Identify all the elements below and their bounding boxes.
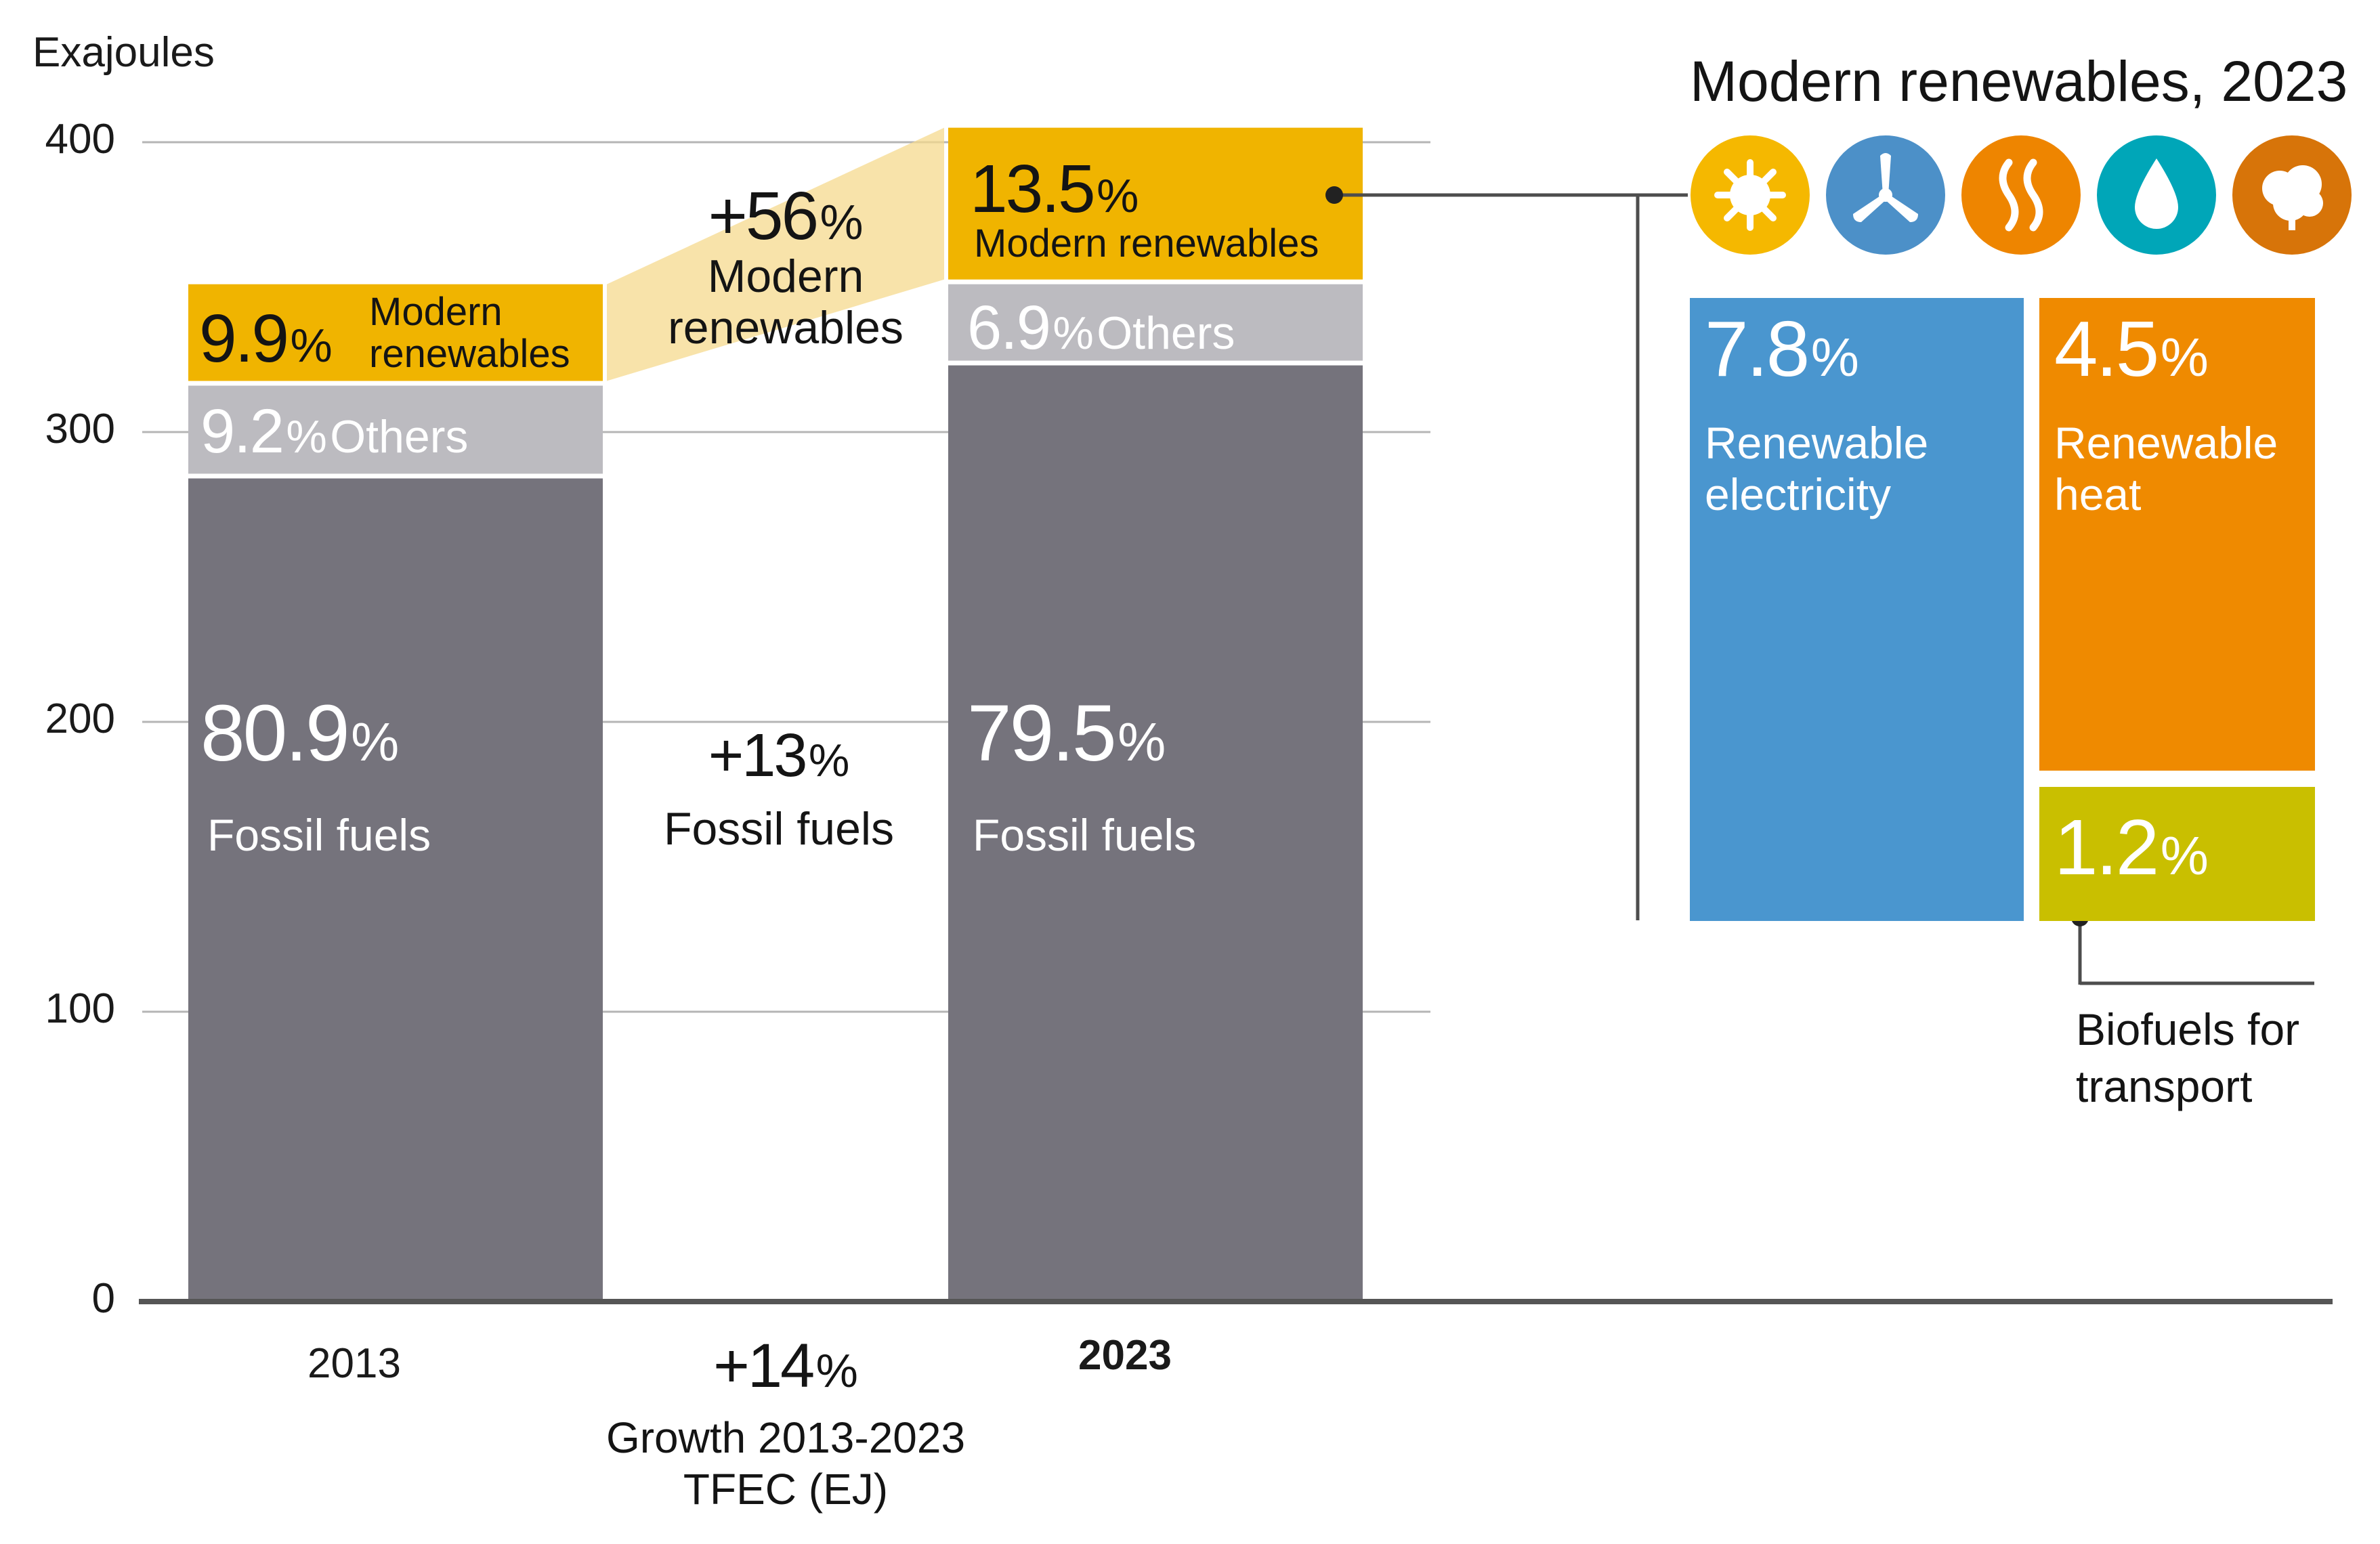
y-tick-200: 200: [45, 695, 115, 742]
growth-renewables-label: Modern renewables: [668, 251, 904, 353]
label-2013-others: 9.2 % Others: [200, 397, 469, 466]
growth-fossil-label: Fossil fuels: [663, 803, 895, 855]
tile-electricity-label: Renewable electricity: [1705, 418, 1929, 519]
growth-total-label: Growth 2013-2023 TFEC (EJ): [605, 1413, 966, 1514]
wind-turbine-icon: [1826, 135, 1945, 255]
renewables-growth-connector: [607, 127, 944, 381]
bar-2013-fossil-fuels: [188, 478, 603, 1302]
bars: [188, 127, 1363, 1302]
bar-2023-fossil-fuels: [948, 365, 1363, 1302]
label-2013-fossil-share: 80.9 %: [200, 689, 400, 778]
tile-renewable-heat: 4.5 % Renewable heat: [2039, 298, 2315, 771]
bar-2023-modern-renewables: [948, 127, 1363, 280]
y-tick-0: 0: [91, 1275, 115, 1322]
y-axis-title: Exajoules: [33, 29, 215, 76]
label-2023-others: 6.9 % Others: [967, 293, 1235, 362]
breakdown-title: Modern renewables, 2023: [1690, 49, 2348, 113]
label-2013-renewables: Modern renewables: [369, 290, 570, 376]
growth-total-value: +14 %: [713, 1331, 858, 1400]
label-2023-fossil-share: 79.5 %: [967, 689, 1166, 778]
bar-2023-others: [948, 284, 1363, 361]
label-2023-renewables: Modern renewables: [974, 221, 1319, 265]
biofuels-label: Biofuels for transport: [2076, 1004, 2300, 1111]
x-tick-2023: 2023: [1078, 1332, 1172, 1379]
bar-2013-modern-renewables: [188, 284, 603, 381]
label-2013-renewables-share: 9.9 %: [199, 301, 333, 377]
label-2023-renewables-share: 13.5 %: [970, 151, 1139, 227]
y-tick-400: 400: [45, 116, 115, 163]
water-drop-icon: [2097, 135, 2216, 255]
x-tick-2013: 2013: [307, 1340, 401, 1387]
callout-dot: [1325, 186, 1343, 204]
breakdown-callout: [1334, 193, 2314, 985]
y-tick-300: 300: [45, 406, 115, 452]
tile-biofuels-value: 1.2 %: [2054, 803, 2209, 891]
sun-icon: [1691, 135, 1810, 255]
tile-heat-label: Renewable heat: [2054, 418, 2278, 519]
bar-2013-others: [188, 385, 603, 474]
tile-electricity-value: 7.8 %: [1705, 305, 1859, 393]
heat-icon-bg: [1961, 135, 2081, 255]
tile-renewable-electricity: 7.8 % Renewable electricity: [1690, 298, 2024, 921]
tile-biofuels: 1.2 %: [2039, 787, 2315, 921]
growth-fossil-value: +13 %: [708, 722, 850, 790]
y-tick-100: 100: [45, 985, 115, 1032]
growth-renewables-value: +56 %: [708, 178, 864, 254]
heat-waves-icon: [1961, 135, 2081, 255]
label-2013-fossil: Fossil fuels: [207, 810, 431, 860]
label-2023-fossil: Fossil fuels: [973, 810, 1197, 860]
tile-heat-value: 4.5 %: [2054, 305, 2209, 393]
tree-icon: [2232, 135, 2352, 255]
